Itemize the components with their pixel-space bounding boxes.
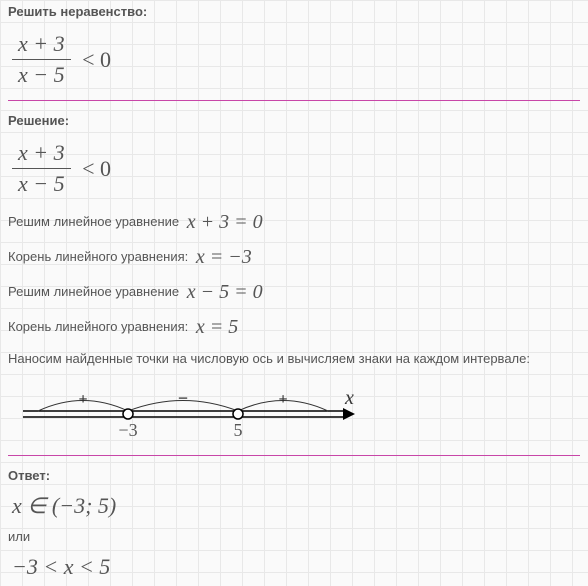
solution-title: Решение: (0, 109, 588, 132)
problem-title: Решить неравенство: (0, 0, 588, 23)
relation: < 0 (82, 47, 111, 73)
number-line-svg: + − + −3 5 x (8, 382, 368, 442)
svg-text:+: + (278, 391, 287, 408)
step-text: Корень линейного уравнения: (8, 249, 188, 264)
or-label: или (0, 525, 588, 548)
step-text: Решим линейное уравнение (8, 214, 179, 229)
svg-text:+: + (78, 391, 87, 408)
relation: < 0 (82, 156, 111, 182)
fraction: x + 3 x − 5 (12, 140, 71, 197)
svg-text:x: x (344, 387, 354, 409)
answer-interval: x ∈ (−3; 5) (0, 487, 588, 525)
divider (8, 455, 580, 456)
problem-formula: x + 3 x − 5 < 0 (0, 23, 588, 96)
step-formula: x = 5 (196, 316, 238, 338)
divider (8, 100, 580, 101)
step-formula: x = −3 (196, 246, 252, 268)
solution-formula: x + 3 x − 5 < 0 (0, 132, 588, 205)
step-line: Корень линейного уравнения: x = 5 (0, 310, 588, 345)
denominator: x − 5 (12, 169, 71, 197)
denominator: x − 5 (12, 60, 71, 88)
svg-text:−3: −3 (118, 420, 137, 440)
step-formula: x − 5 = 0 (187, 281, 263, 303)
numerator: x + 3 (12, 31, 71, 60)
fraction: x + 3 x − 5 (12, 31, 71, 88)
step-line: Решим линейное уравнение x + 3 = 0 (0, 205, 588, 240)
step-line: Корень линейного уравнения: x = −3 (0, 240, 588, 275)
step-line: Решим линейное уравнение x − 5 = 0 (0, 275, 588, 310)
axis-description: Наносим найденные точки на числовую ось … (0, 345, 588, 372)
answer-inequality: −3 < x < 5 (0, 548, 588, 586)
svg-text:−: − (178, 388, 188, 408)
step-text: Корень линейного уравнения: (8, 319, 188, 334)
numerator: x + 3 (12, 140, 71, 169)
step-text: Решим линейное уравнение (8, 284, 179, 299)
step-formula: x + 3 = 0 (187, 211, 263, 233)
answer-title: Ответ: (0, 464, 588, 487)
number-line-diagram: + − + −3 5 x (0, 372, 588, 451)
svg-text:5: 5 (234, 420, 243, 440)
